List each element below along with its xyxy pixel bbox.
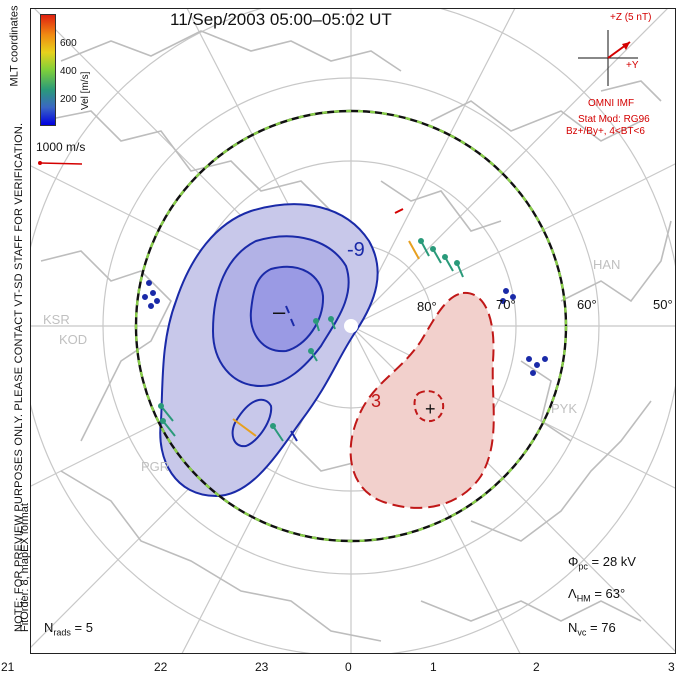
colorbar-label: Vel [m/s] <box>80 71 91 110</box>
fit-info: FitOrder: 8, mapEX format <box>19 503 31 632</box>
mlt-label-0: 0 <box>345 660 352 674</box>
latitude-label-70: 70° <box>496 297 516 312</box>
mlt-label-23: 23 <box>255 660 269 674</box>
colorbar-tick-400: 400 <box>60 66 77 77</box>
imf-y-label: +Y <box>626 60 639 71</box>
hm-boundary-dash <box>134 109 568 543</box>
potential-minimum-marker: – <box>273 299 286 324</box>
radar-label-pgr: PGR <box>141 459 170 474</box>
map-title: 11/Sep/2003 05:00–05:02 UT <box>170 10 392 29</box>
contour-label-negative: -9 <box>347 239 365 261</box>
radar-count: Nrads = 5 <box>44 620 93 638</box>
nvc-value: = 76 <box>590 620 616 635</box>
map-frame: 80° 70° 60° 50° KSR KOD PGR HAN PYK -9 –… <box>30 8 676 654</box>
radar-label-han: HAN <box>593 257 621 272</box>
radar-label-pyk: PYK <box>551 401 578 416</box>
contour-label-positive: 3 <box>371 391 382 411</box>
vector-count: Nvc = 76 <box>568 620 616 638</box>
mlt-label-2: 2 <box>533 660 540 674</box>
latitude-label-80: 80° <box>417 299 437 314</box>
phi-subscript: pc <box>578 561 588 572</box>
phi-symbol: Φ <box>568 554 579 569</box>
vector-scale-arrow <box>38 161 83 165</box>
latitude-label-60: 60° <box>577 297 597 312</box>
colorbar-tick-200: 200 <box>60 94 77 105</box>
nrads-value: = 5 <box>74 620 93 635</box>
lambda-value: = 63° <box>594 586 626 601</box>
left-margin: NOTE: FOR PREVIEW PURPOSES ONLY. PLEASE … <box>2 16 31 656</box>
hm-boundary-latitude: ΛHM = 63° <box>568 586 625 604</box>
vector-scale-label: 1000 m/s <box>36 140 86 154</box>
nrads-symbol: N <box>44 620 54 635</box>
mlt-label-21: 21 <box>1 660 15 674</box>
colorbar-tick-600: 600 <box>60 38 77 49</box>
negative-cell <box>159 203 379 498</box>
pole-marker <box>344 319 358 333</box>
latitude-label-50: 50° <box>653 297 673 312</box>
velocity-colorbar <box>40 14 56 126</box>
radar-label-ksr: KSR <box>43 312 70 327</box>
velocity-vectors <box>142 208 548 442</box>
lambda-subscript: HM <box>576 593 591 604</box>
coordinates-label: MLT coordinates <box>8 5 21 87</box>
phi-value: = 28 kV <box>591 554 636 569</box>
polar-map <box>31 9 675 653</box>
imf-bin: Bz+/By+, 4<BT<6 <box>566 126 645 137</box>
lambda-symbol: Λ <box>568 586 577 601</box>
mlt-label-22: 22 <box>154 660 168 674</box>
stat-model: Stat Mod: RG96 <box>578 114 650 125</box>
radar-label-kod: KOD <box>59 332 88 347</box>
imf-clock <box>578 30 638 86</box>
imf-source: OMNI IMF <box>588 98 635 109</box>
mlt-label-1: 1 <box>430 660 437 674</box>
nvc-subscript: vc <box>577 627 587 638</box>
imf-z-label: +Z (5 nT) <box>610 12 652 23</box>
potential-maximum-marker: + <box>425 399 436 419</box>
cross-polar-potential: Φpc = 28 kV <box>568 554 636 572</box>
positive-cell <box>349 291 495 509</box>
nvc-symbol: N <box>568 620 578 635</box>
mlt-label-3: 3 <box>668 660 675 674</box>
nrads-subscript: rads <box>53 627 71 638</box>
